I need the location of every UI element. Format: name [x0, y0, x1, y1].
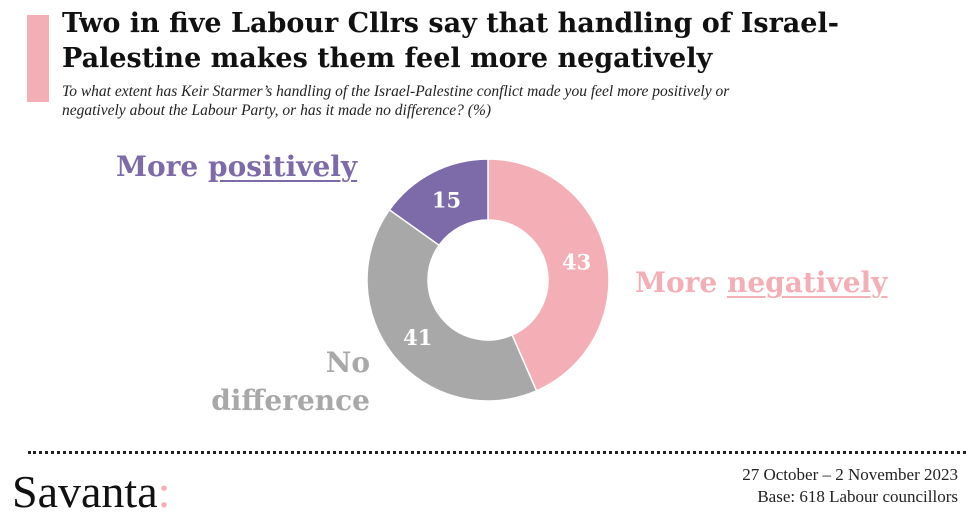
logo-text: Savanta — [12, 466, 158, 517]
footer-info: 27 October – 2 November 2023 Base: 618 L… — [742, 464, 958, 508]
slice-more-negatively — [487, 158, 610, 392]
positive-label-word: positively — [207, 150, 358, 183]
data-label-more-negatively: 43 — [562, 249, 591, 274]
fieldwork-dates: 27 October – 2 November 2023 — [742, 465, 958, 484]
positive-label-prefix: More — [116, 150, 208, 183]
sample-base: Base: 618 Labour councillors — [757, 487, 958, 506]
data-label-no-difference: 41 — [403, 325, 432, 350]
nodiff-label-line2: difference — [211, 384, 370, 417]
donut-data-labels: 43 41 15 — [403, 188, 591, 351]
negative-label-prefix: More — [635, 266, 727, 299]
title-accent-bar — [27, 15, 49, 102]
slice-more-positively — [388, 158, 489, 247]
category-label-no-difference: No difference — [190, 344, 370, 420]
data-label-more-positively: 15 — [432, 188, 461, 213]
donut-slices — [366, 158, 610, 402]
chart-subtitle: To what extent has Keir Starmer’s handli… — [62, 83, 730, 119]
category-label-more-positively: More positively — [116, 148, 357, 186]
footer-divider — [28, 451, 966, 454]
slice-no-difference — [366, 208, 538, 402]
category-label-more-negatively: More negatively — [635, 264, 887, 302]
chart-title: Two in five Labour Cllrs say that handli… — [62, 8, 839, 74]
negative-label-word: negatively — [726, 266, 888, 299]
nodiff-label-line1: No — [325, 346, 370, 379]
savanta-logo: Savanta: — [12, 464, 170, 520]
logo-colon-mark: : — [157, 466, 171, 517]
